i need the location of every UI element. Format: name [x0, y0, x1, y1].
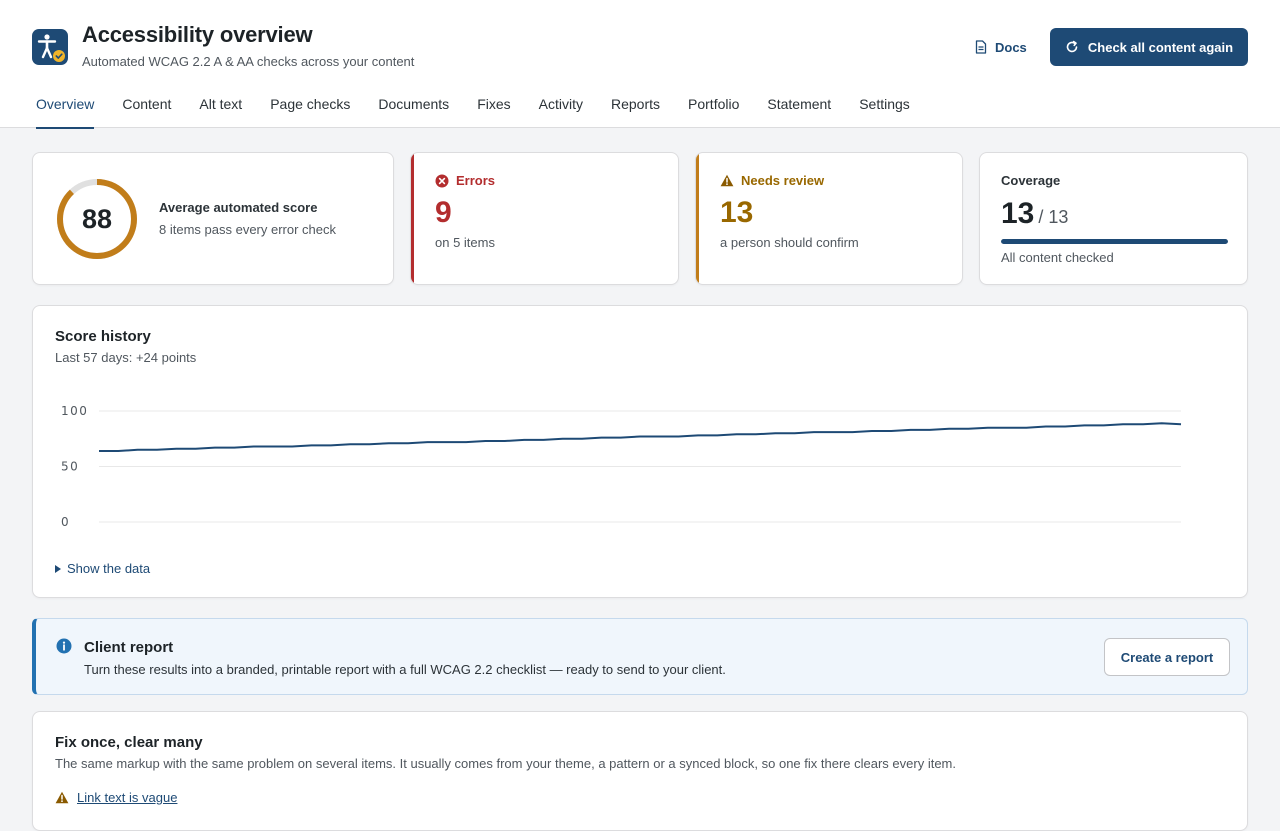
warning-icon — [55, 791, 69, 804]
tab-overview[interactable]: Overview — [22, 84, 108, 129]
coverage-checked: 13 — [1001, 197, 1035, 230]
tab-page-checks[interactable]: Page checks — [270, 96, 351, 112]
coverage-label: Coverage — [1001, 173, 1061, 188]
score-value: 88 — [81, 203, 113, 234]
check-all-label: Check all content again — [1087, 39, 1234, 55]
errors-label: Errors — [456, 173, 496, 188]
tab-content[interactable]: Content — [122, 96, 172, 112]
score-sub: 8 items pass every error check — [159, 222, 337, 237]
coverage-progress-bar — [1001, 239, 1228, 244]
tab-statement[interactable]: Statement — [767, 96, 832, 112]
document-icon — [975, 40, 987, 54]
score-label: Average automated score — [159, 200, 318, 215]
y-tick-label: 50 — [61, 460, 79, 474]
errors-heading: Errors — [435, 173, 495, 188]
fix-once-card: Fix once, clear many The same markup wit… — [32, 711, 1248, 831]
score-history-chart: 100 50 0 — [61, 404, 1182, 529]
page-header: Accessibility overview Automated WCAG 2.… — [0, 0, 1280, 129]
show-data-toggle[interactable]: Show the data — [55, 561, 150, 576]
tab-settings[interactable]: Settings — [859, 96, 910, 112]
coverage-total: / 13 — [1038, 207, 1069, 227]
check-all-button[interactable]: Check all content again — [1050, 28, 1248, 66]
issue-row: Link text is vague — [55, 790, 177, 805]
fix-title: Fix once, clear many — [55, 734, 203, 751]
errors-count: 9 — [435, 196, 452, 229]
create-report-button[interactable]: Create a report — [1104, 638, 1230, 676]
tab-alt-text[interactable]: Alt text — [199, 96, 243, 112]
review-label: Needs review — [741, 173, 825, 188]
coverage-progress-fill — [1001, 239, 1228, 244]
score-card: 88 Average automated score 8 items pass … — [32, 152, 394, 285]
notice-text: Turn these results into a branded, print… — [84, 662, 726, 677]
error-x-icon — [435, 174, 449, 187]
y-tick-label: 0 — [61, 515, 70, 529]
tab-fixes[interactable]: Fixes — [477, 96, 511, 112]
history-sub: Last 57 days: +24 points — [55, 350, 197, 365]
notice-title: Client report — [84, 639, 174, 656]
warning-icon — [720, 174, 734, 187]
history-title: Score history — [55, 328, 151, 345]
needs-review-card[interactable]: Needs review 13 a person should confirm — [695, 152, 963, 285]
tab-reports[interactable]: Reports — [610, 96, 661, 112]
review-accent-bar — [696, 153, 699, 284]
review-heading: Needs review — [720, 173, 824, 188]
show-data-label: Show the data — [67, 561, 151, 576]
review-count: 13 — [720, 196, 754, 229]
coverage-card: Coverage 13 / 13 All content checked — [979, 152, 1248, 285]
score-ring — [57, 179, 137, 259]
client-report-notice: Client report Turn these results into a … — [32, 618, 1248, 695]
errors-card[interactable]: Errors 9 on 5 items — [410, 152, 679, 285]
tab-portfolio[interactable]: Portfolio — [688, 96, 740, 112]
info-icon — [56, 638, 72, 654]
review-sub: a person should confirm — [720, 235, 859, 250]
docs-link[interactable]: Docs — [975, 38, 1027, 56]
page-title: Accessibility overview — [82, 22, 313, 47]
score-history-card: Score history Last 57 days: +24 points 1… — [32, 305, 1248, 598]
coverage-count: 13 / 13 — [1001, 197, 1068, 231]
fix-sub: The same markup with the same problem on… — [55, 756, 956, 771]
tab-bar: Overview Content Alt text Page checks Do… — [22, 84, 924, 129]
errors-sub: on 5 items — [435, 235, 495, 250]
tab-activity[interactable]: Activity — [538, 96, 583, 112]
disclosure-triangle-icon — [55, 564, 61, 573]
coverage-sub: All content checked — [1001, 250, 1114, 265]
refresh-icon — [1066, 40, 1078, 53]
docs-label: Docs — [995, 39, 1027, 55]
tab-documents[interactable]: Documents — [378, 96, 450, 112]
issue-link-vague-text[interactable]: Link text is vague — [77, 790, 178, 805]
accessibility-person-icon — [32, 29, 68, 65]
y-tick-label: 100 — [61, 404, 88, 418]
errors-accent-bar — [411, 153, 414, 284]
page-subtitle: Automated WCAG 2.2 A & AA checks across … — [82, 54, 415, 69]
score-series-line — [99, 422, 1182, 452]
